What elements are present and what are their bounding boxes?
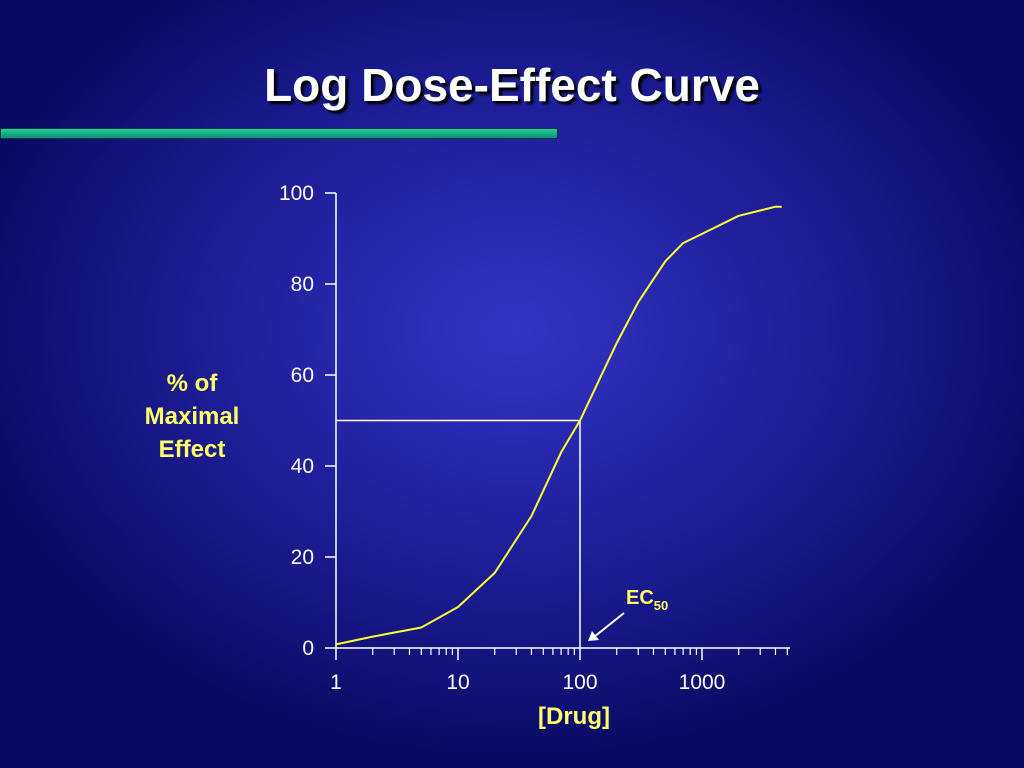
y-tick-label: 0 bbox=[302, 637, 314, 660]
y-tick-label: 80 bbox=[291, 273, 314, 296]
x-tick-label: 1 bbox=[330, 671, 342, 694]
title-underline bbox=[0, 128, 558, 139]
ec50-arrowhead bbox=[588, 631, 599, 641]
slide-title: Log Dose-Effect Curve bbox=[264, 59, 760, 111]
x-tick-label: 1000 bbox=[679, 671, 726, 694]
dose-effect-curve bbox=[335, 205, 782, 646]
curve-group bbox=[335, 205, 782, 646]
y-tick-label: 60 bbox=[291, 364, 314, 387]
y-axis-title-line: Maximal bbox=[145, 403, 240, 430]
ec50-subscript: 50 bbox=[654, 598, 668, 613]
ec50-arrow bbox=[593, 612, 625, 638]
chart-axes: 0 20 40 60 80 100 1 10 100 1000 bbox=[279, 182, 790, 694]
y-tick-label: 100 bbox=[279, 182, 314, 205]
x-axis-title: [Drug] bbox=[538, 703, 610, 730]
y-axis-title-line: Effect bbox=[159, 436, 226, 463]
ec50-label: EC50 bbox=[626, 587, 668, 613]
x-tick-label: 10 bbox=[446, 671, 469, 694]
ec50-reference-lines bbox=[336, 419, 581, 648]
ec50-annotation: EC50 bbox=[588, 587, 668, 641]
y-tick-label: 20 bbox=[291, 546, 314, 569]
y-tick-label: 40 bbox=[291, 455, 314, 478]
y-axis-title: % of Maximal Effect bbox=[145, 370, 240, 463]
chart-labels: % of Maximal Effect [Drug] bbox=[145, 370, 610, 730]
ec50-text: EC bbox=[626, 587, 654, 609]
y-axis-title-line: % of bbox=[167, 370, 219, 397]
x-tick-label: 100 bbox=[562, 671, 597, 694]
